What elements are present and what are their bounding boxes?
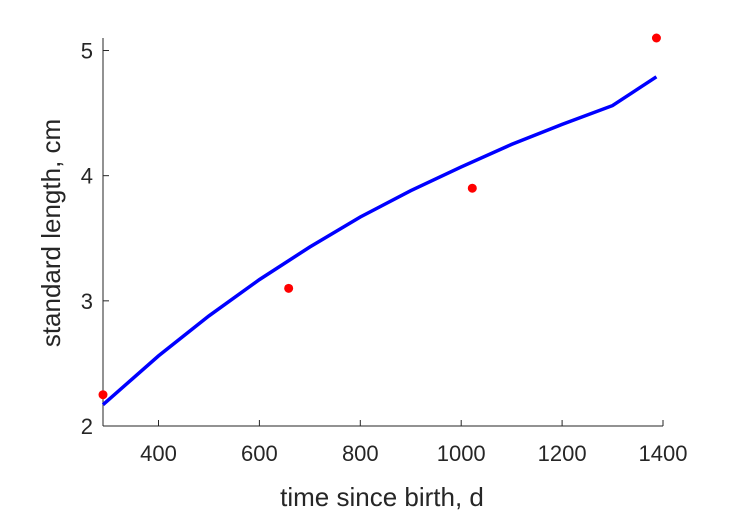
axes [102, 38, 663, 427]
x-tick-label: 600 [241, 441, 278, 466]
x-tick-label: 400 [140, 441, 177, 466]
y-tick-label: 3 [81, 289, 93, 314]
ticks: 400 600 800 1000 1200 1400 2 3 4 5 [81, 39, 688, 466]
x-tick-label: 1000 [437, 441, 486, 466]
x-tick-label: 1200 [538, 441, 587, 466]
data-point [651, 33, 661, 43]
y-tick-label: 4 [81, 164, 93, 189]
data-point [467, 183, 477, 193]
y-tick-label: 2 [81, 414, 93, 439]
plot-area [98, 33, 661, 407]
fit-curve [101, 75, 658, 407]
y-axis-label: standard length, cm [36, 119, 66, 347]
data-point [284, 283, 294, 293]
x-tick-label: 1400 [639, 441, 688, 466]
data-point [98, 390, 108, 400]
x-axis-label: time since birth, d [280, 482, 484, 512]
x-tick-label: 800 [342, 441, 379, 466]
y-tick-label: 5 [81, 39, 93, 64]
